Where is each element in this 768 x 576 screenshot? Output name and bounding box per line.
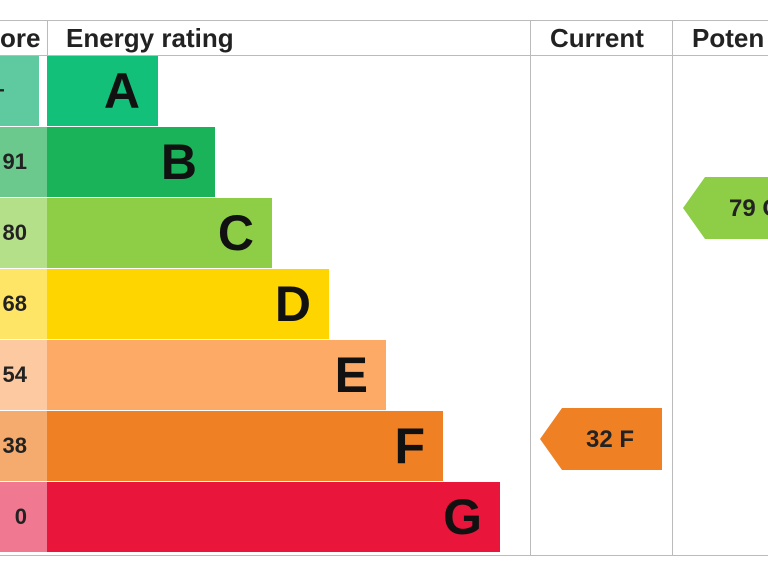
- score-cell: 68: [0, 269, 47, 339]
- score-cell: 54: [0, 340, 47, 410]
- rating-header: Energy rating: [66, 23, 234, 53]
- score-cell: 80: [0, 198, 47, 268]
- score-cell: 0: [0, 482, 47, 552]
- rating-band: A: [47, 56, 158, 126]
- score-header: ore: [0, 23, 41, 53]
- col-divider: [47, 20, 48, 56]
- rating-band: E: [47, 340, 386, 410]
- bottom-border: [0, 555, 768, 556]
- rating-band: C: [47, 198, 272, 268]
- score-cell: +: [0, 56, 39, 126]
- header-border: [0, 55, 768, 56]
- score-cell: 91: [0, 127, 47, 197]
- score-cell: 38: [0, 411, 47, 481]
- potential-arrow: [683, 177, 768, 239]
- rating-band: D: [47, 269, 329, 339]
- potential-label: 79 C: [729, 195, 768, 222]
- current-header: Current: [550, 23, 644, 53]
- rating-band: G: [47, 482, 500, 552]
- current-label: 32 F: [586, 426, 634, 453]
- potential-header: Poten: [692, 23, 765, 53]
- rating-band: B: [47, 127, 215, 197]
- col-divider: [530, 20, 531, 556]
- top-border: [0, 20, 768, 21]
- col-divider: [672, 20, 673, 556]
- rating-band: F: [47, 411, 443, 481]
- current-arrow: [540, 408, 662, 470]
